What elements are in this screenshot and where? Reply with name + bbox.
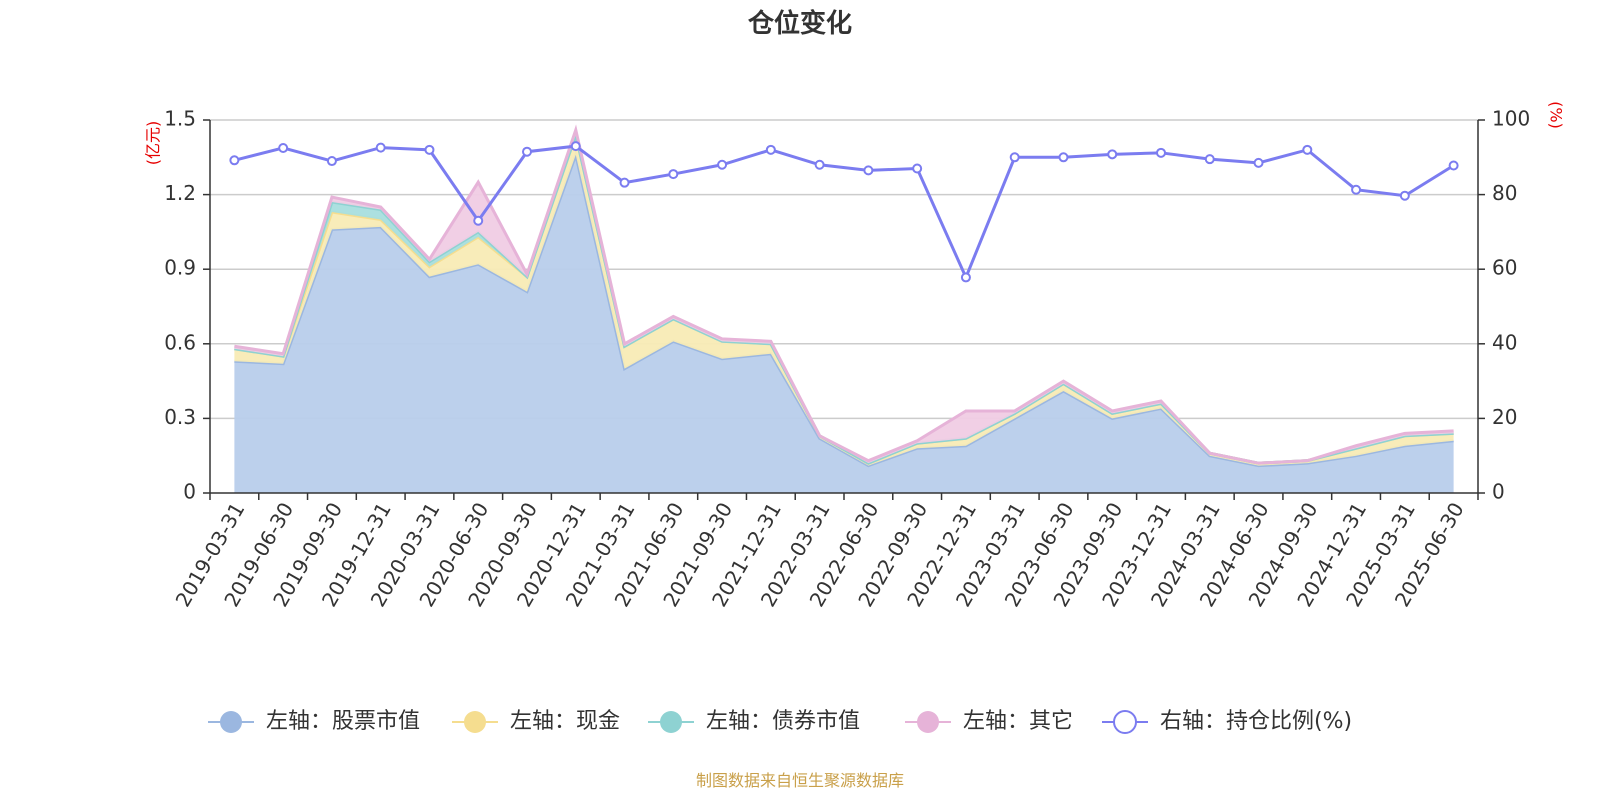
legend-marker bbox=[220, 711, 242, 733]
ratio-point bbox=[570, 141, 581, 152]
legend-marker bbox=[660, 711, 682, 733]
stacked-areas bbox=[234, 124, 1454, 493]
ratio-point bbox=[1351, 184, 1362, 195]
x-ticks: 2019-03-312019-06-302019-09-302019-12-31… bbox=[171, 493, 1479, 611]
ratio-point bbox=[912, 163, 923, 174]
ratio-point bbox=[1448, 160, 1459, 171]
ratio-point bbox=[473, 215, 484, 226]
ratio-point bbox=[522, 146, 532, 157]
left-axis-unit: (亿元) bbox=[144, 121, 163, 166]
legend-item[interactable]: 左轴：其它 bbox=[905, 709, 1073, 734]
ratio-point bbox=[863, 165, 874, 176]
legend-item[interactable]: 左轴：股票市值 bbox=[208, 709, 420, 734]
right-tick-label: 40 bbox=[1492, 330, 1517, 354]
legend-item[interactable]: 左轴：现金 bbox=[452, 709, 620, 734]
ratio-point bbox=[229, 155, 240, 166]
ratio-point bbox=[814, 159, 825, 170]
ratio-point bbox=[1107, 149, 1118, 160]
right-tick-label: 0 bbox=[1492, 480, 1505, 504]
right-tick-label: 100 bbox=[1492, 107, 1530, 131]
left-tick-label: 0.3 bbox=[164, 405, 196, 429]
legend-marker bbox=[1113, 710, 1137, 734]
legend-item[interactable]: 右轴：持仓比例(%) bbox=[1102, 709, 1352, 734]
legend-item[interactable]: 左轴：债券市值 bbox=[648, 709, 860, 734]
ratio-point bbox=[717, 159, 728, 170]
ratio-line-path bbox=[234, 144, 1455, 282]
left-tick-label: 0 bbox=[183, 480, 196, 504]
ratio-point bbox=[1302, 144, 1313, 155]
left-tick-label: 1.2 bbox=[164, 181, 196, 205]
ratio-point bbox=[424, 144, 435, 155]
ratio-point bbox=[278, 142, 289, 153]
ratio-line bbox=[229, 141, 1459, 283]
y-ticks: 0 0.3 0.6 0.9 1.2 1.5 0 20 40 60 80 100 bbox=[164, 107, 1530, 504]
right-tick-label: 80 bbox=[1492, 181, 1517, 205]
legend-label: 右轴：持仓比例(%) bbox=[1160, 709, 1352, 734]
legend: 左轴：股票市值 左轴：现金 左轴：债券市值 左轴：其它 右轴：持仓比例(%) bbox=[208, 709, 1352, 734]
area-左轴：股票市值 bbox=[234, 154, 1454, 493]
left-tick-label: 1.5 bbox=[164, 107, 196, 131]
left-tick-label: 0.6 bbox=[164, 330, 196, 354]
ratio-point bbox=[1058, 152, 1069, 163]
ratio-point bbox=[765, 144, 776, 155]
ratio-point bbox=[1156, 147, 1166, 158]
chart-title: 仓位变化 bbox=[747, 8, 852, 39]
right-tick-label: 20 bbox=[1492, 405, 1517, 429]
ratio-point bbox=[1009, 152, 1020, 163]
legend-marker bbox=[464, 711, 486, 733]
ratio-point bbox=[326, 156, 337, 167]
left-tick-label: 0.9 bbox=[164, 256, 196, 280]
ratio-point bbox=[1204, 154, 1215, 165]
ratio-point bbox=[619, 177, 630, 188]
right-tick-label: 60 bbox=[1492, 256, 1517, 280]
source-note: 制图数据来自恒生聚源数据库 bbox=[696, 771, 904, 790]
area-edge-左轴：其它 bbox=[234, 124, 1454, 465]
ratio-point bbox=[960, 272, 971, 283]
ratio-point bbox=[668, 169, 679, 180]
legend-marker bbox=[917, 711, 939, 733]
ratio-point bbox=[1253, 157, 1264, 168]
right-axis-unit: (%) bbox=[1547, 101, 1566, 129]
ratio-point bbox=[375, 142, 386, 153]
legend-label: 左轴：其它 bbox=[963, 709, 1073, 734]
legend-label: 左轴：股票市值 bbox=[266, 709, 420, 734]
legend-label: 左轴：现金 bbox=[510, 709, 620, 734]
legend-label: 左轴：债券市值 bbox=[706, 709, 860, 734]
ratio-point bbox=[1399, 190, 1410, 201]
